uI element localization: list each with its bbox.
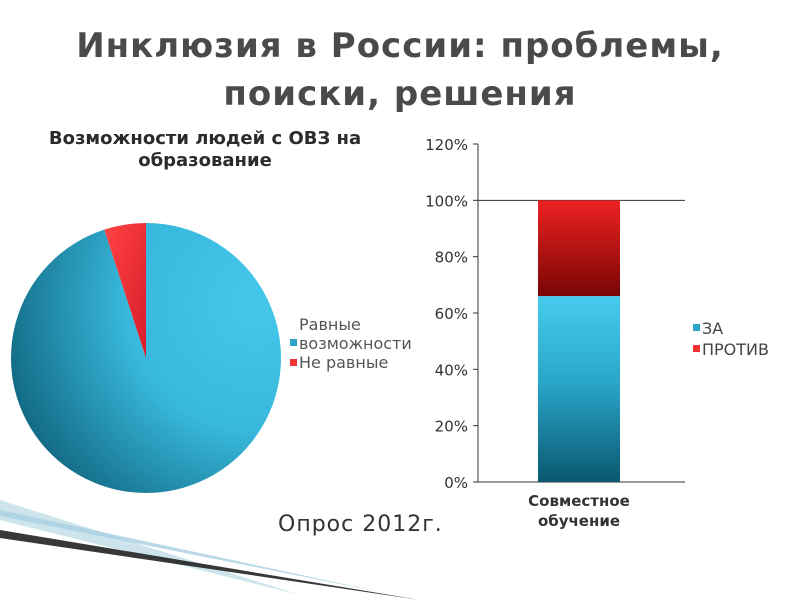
bar-legend-label-for: ЗА (702, 319, 724, 338)
stacked-bar-chart: 0% 20% 40% 60% 80% 100% 120% Совместное обучение (425, 136, 685, 530)
legend-swatch-unequal (290, 359, 297, 366)
bar-legend-label-against: ПРОТИВ (702, 340, 769, 359)
y-tick-label: 20% (435, 418, 468, 436)
bar-legend-item-against: ПРОТИВ (693, 339, 769, 360)
y-tick-label: 100% (425, 192, 468, 210)
y-tick-label: 60% (435, 305, 468, 323)
slide-title: Инклюзия в России: проблемы, поиски, реш… (76, 26, 724, 114)
legend-swatch-against (693, 345, 700, 352)
bar-legend: ЗА ПРОТИВ (693, 318, 769, 360)
pie-chart-title: Возможности людей с ОВЗ на образование (48, 128, 362, 171)
survey-note: Опрос 2012г. (278, 512, 443, 537)
pie-chart (11, 223, 282, 493)
y-tick-label: 0% (444, 474, 468, 492)
bar-legend-item-for: ЗА (693, 318, 769, 339)
pie-legend: Равные возможности Не равные (290, 315, 420, 372)
decorative-stripes (0, 500, 420, 600)
legend-swatch-equal (290, 339, 297, 346)
pie-legend-item-unequal: Не равные (290, 353, 420, 372)
bar-segment-for (538, 296, 620, 482)
y-tick-label: 120% (425, 136, 468, 154)
pie-slice-unequal (104, 223, 146, 358)
pie-legend-label-equal: Равные возможности (299, 315, 412, 353)
pie-legend-item-equal: Равные возможности (290, 315, 420, 353)
y-tick-label: 80% (435, 249, 468, 267)
x-category-label: Совместное обучение (528, 492, 630, 530)
pie-slice-equal (11, 223, 282, 493)
y-tick-label: 40% (435, 361, 468, 379)
legend-swatch-for (693, 324, 700, 331)
pie-legend-label-unequal: Не равные (299, 353, 389, 372)
bar-segment-against (538, 200, 620, 297)
